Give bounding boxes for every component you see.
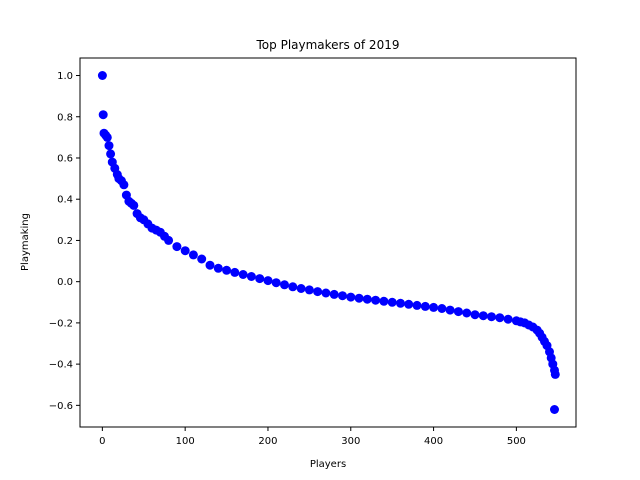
data-point bbox=[296, 284, 306, 293]
data-point bbox=[271, 278, 281, 288]
data-point bbox=[102, 132, 112, 142]
data-point bbox=[222, 265, 232, 275]
x-axis-label: Players bbox=[310, 459, 346, 470]
data-point bbox=[129, 200, 139, 210]
data-point bbox=[97, 71, 107, 80]
data-point bbox=[338, 291, 347, 301]
x-tick-label: 400 bbox=[424, 436, 443, 447]
data-point bbox=[387, 297, 397, 307]
x-tick-label: 500 bbox=[507, 436, 526, 447]
data-point bbox=[371, 295, 381, 305]
x-tick-label: 200 bbox=[258, 436, 277, 447]
data-point bbox=[164, 235, 174, 245]
data-point bbox=[197, 254, 207, 264]
data-point bbox=[205, 260, 215, 270]
data-point bbox=[263, 276, 273, 286]
data-point bbox=[313, 287, 323, 297]
x-tick-label: 0 bbox=[99, 436, 105, 447]
data-point bbox=[346, 292, 356, 302]
data-points bbox=[97, 71, 560, 414]
data-point bbox=[255, 274, 265, 284]
y-tick-label: 0.2 bbox=[57, 236, 73, 247]
y-axis: −0.6 −0.4 −0.2 0.0 0.2 0.4 0.6 0.8 1.0 bbox=[49, 71, 80, 412]
data-point bbox=[362, 294, 372, 304]
data-point bbox=[188, 250, 198, 260]
data-point bbox=[288, 282, 298, 292]
data-point bbox=[119, 180, 129, 190]
data-point bbox=[404, 299, 414, 309]
data-point bbox=[280, 280, 289, 290]
data-point bbox=[420, 301, 430, 311]
data-point bbox=[412, 300, 422, 310]
y-tick-label: 0.4 bbox=[57, 195, 73, 206]
data-point bbox=[429, 302, 439, 312]
data-point bbox=[437, 304, 447, 313]
data-point bbox=[550, 369, 560, 379]
data-point bbox=[321, 288, 331, 298]
data-point bbox=[379, 296, 389, 306]
data-point bbox=[495, 313, 505, 323]
y-tick-label: −0.2 bbox=[49, 318, 73, 329]
data-point bbox=[503, 314, 513, 324]
data-point bbox=[329, 289, 339, 299]
x-axis: 0 100 200 300 400 500 bbox=[99, 427, 526, 447]
y-tick-label: −0.6 bbox=[49, 401, 73, 412]
y-tick-label: 0.0 bbox=[57, 277, 73, 288]
data-point bbox=[230, 267, 240, 277]
y-tick-label: −0.4 bbox=[49, 360, 73, 371]
data-point bbox=[550, 405, 559, 414]
data-point bbox=[246, 272, 256, 281]
chart-title: Top Playmakers of 2019 bbox=[256, 38, 400, 52]
data-point bbox=[172, 242, 182, 252]
data-point bbox=[462, 308, 472, 318]
data-point bbox=[445, 305, 455, 315]
data-point bbox=[104, 141, 114, 151]
data-point bbox=[213, 263, 223, 273]
data-point bbox=[354, 293, 364, 303]
data-point bbox=[470, 310, 480, 320]
x-tick-label: 100 bbox=[176, 436, 195, 447]
data-point bbox=[98, 110, 108, 120]
data-point bbox=[487, 312, 496, 322]
data-point bbox=[180, 246, 190, 256]
data-point bbox=[304, 285, 314, 295]
y-axis-label: Playmaking bbox=[20, 213, 31, 271]
plot-frame bbox=[79, 57, 577, 428]
data-point bbox=[453, 307, 463, 317]
y-tick-label: 1.0 bbox=[57, 71, 73, 82]
data-point bbox=[238, 270, 248, 279]
y-tick-label: 0.6 bbox=[57, 153, 73, 164]
data-point bbox=[396, 298, 405, 308]
data-point bbox=[106, 149, 116, 159]
data-point bbox=[478, 311, 488, 321]
y-tick-label: 0.8 bbox=[57, 112, 73, 123]
x-tick-label: 300 bbox=[341, 436, 360, 447]
